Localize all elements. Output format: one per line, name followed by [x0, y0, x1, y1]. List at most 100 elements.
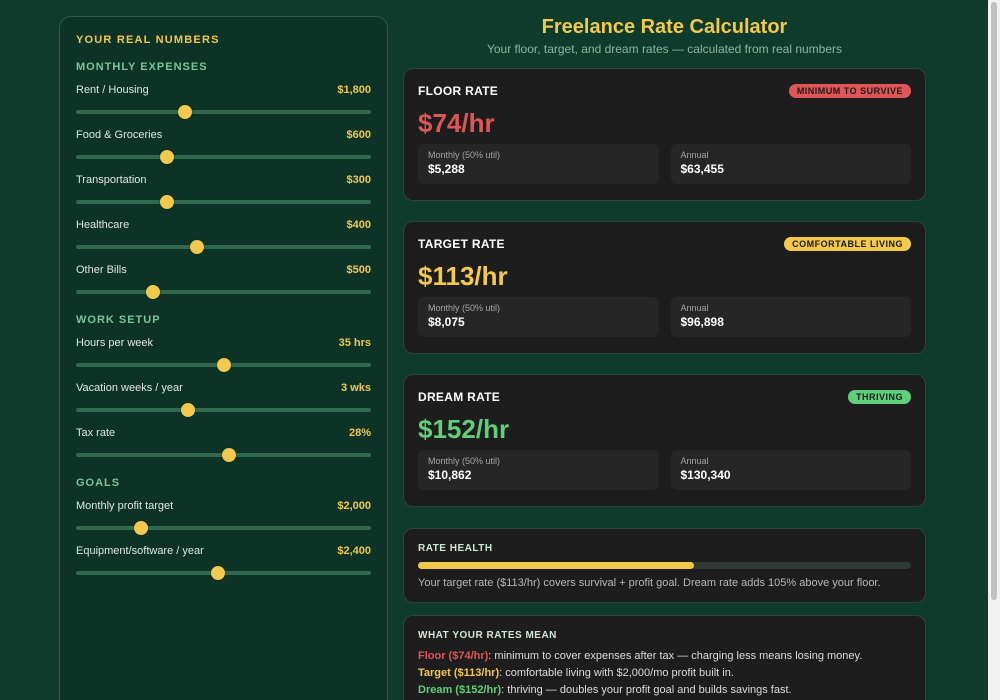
slider-label: Hours per week: [76, 336, 154, 349]
slider-thumb[interactable]: [160, 150, 175, 164]
slider-row: Healthcare $400: [76, 218, 371, 254]
rate-card-title: FLOOR RATE: [418, 84, 499, 98]
slider-thumb[interactable]: [189, 240, 204, 254]
slider-label: Food & Groceries: [76, 128, 163, 141]
meaning-key: Dream ($152/hr): [418, 684, 502, 696]
slider-thumb[interactable]: [210, 566, 225, 580]
monthly-label: Monthly (50% util): [428, 150, 501, 160]
slider-header: Equipment/software / year $2,400: [76, 544, 371, 557]
annual-value: $63,455: [680, 162, 724, 176]
meaning-key: Target ($113/hr): [418, 667, 500, 679]
rate-health-fill: [418, 562, 695, 569]
settings-panel: YOUR REAL NUMBERS MONTHLY EXPENSES Rent /…: [59, 16, 388, 700]
slider-header: Transportation $300: [76, 173, 371, 186]
slider-row: Tax rate 28%: [76, 426, 371, 462]
slider-value: $1,800: [337, 83, 371, 96]
slider-header: Other Bills $500: [76, 263, 371, 276]
slider-value: $300: [346, 173, 371, 186]
card-header: TARGET RATE COMFORTABLE LIVING: [418, 236, 911, 252]
monthly-stat: Monthly (50% util) $8,075: [418, 297, 659, 337]
slider-track[interactable]: [76, 240, 371, 254]
panel-title: YOUR REAL NUMBERS: [76, 34, 220, 46]
slider-row: Monthly profit target $2,000: [76, 499, 371, 535]
annual-value: $96,898: [680, 315, 724, 329]
rate-health-bar: [418, 562, 911, 569]
meaning-text: : minimum to cover expenses after tax — …: [488, 650, 863, 662]
slider-row: Other Bills $500: [76, 263, 371, 299]
monthly-value: $10,862: [428, 468, 472, 482]
slider-thumb[interactable]: [181, 403, 196, 417]
slider-thumb[interactable]: [133, 521, 148, 535]
rate-card: FLOOR RATE MINIMUM TO SURVIVE $74/hr Monthl…: [403, 68, 926, 201]
monthly-value: $8,075: [428, 315, 465, 329]
slider-row: Rent / Housing $1,800: [76, 83, 371, 119]
rate-value: $74/hr: [418, 108, 495, 138]
slider-header: Vacation weeks / year 3 wks: [76, 381, 371, 394]
slider-thumb[interactable]: [160, 195, 175, 209]
slider-track[interactable]: [76, 521, 371, 535]
slider-thumb[interactable]: [178, 105, 193, 119]
meaning-line: Floor ($74/hr): minimum to cover expense…: [418, 650, 911, 662]
settings-sections: MONTHLY EXPENSES Rent / Housing $1,800 Food…: [76, 61, 371, 580]
rate-health-title: RATE HEALTH: [418, 543, 493, 554]
slider-value: 28%: [348, 426, 371, 439]
annual-value: $130,340: [680, 468, 731, 482]
slider-track[interactable]: [76, 448, 371, 462]
card-header: FLOOR RATE MINIMUM TO SURVIVE: [418, 83, 911, 99]
meaning-line: Target ($113/hr): comfortable living wit…: [418, 667, 911, 679]
slider-thumb[interactable]: [222, 448, 237, 462]
slider-value: 35 hrs: [338, 336, 371, 349]
slider-header: Healthcare $400: [76, 218, 371, 231]
rate-stats: Monthly (50% util) $8,075 Annual $96,898: [418, 297, 911, 337]
meaning-line: Dream ($152/hr): thriving — doubles your…: [418, 684, 911, 696]
slider-track[interactable]: [76, 403, 371, 417]
slider-value: $400: [346, 218, 371, 231]
section-title: WORK SETUP: [76, 314, 161, 326]
page-subtitle: Your floor, target, and dream rates — ca…: [486, 42, 843, 56]
rate-health-text: Your target rate ($113/hr) covers surviv…: [418, 577, 881, 589]
rate-meaning-list: Floor ($74/hr): minimum to cover expense…: [418, 650, 911, 696]
rate-stats: Monthly (50% util) $10,862 Annual $130,340: [418, 450, 911, 490]
slider-track[interactable]: [76, 358, 371, 372]
rate-card-title: TARGET RATE: [418, 237, 505, 251]
page-header: Freelance Rate Calculator Your floor, ta…: [403, 16, 926, 56]
card-header: DREAM RATE THRIVING: [418, 389, 911, 405]
slider-thumb[interactable]: [145, 285, 160, 299]
scrollbar-thumb[interactable]: [991, 2, 997, 600]
page-scrollbar[interactable]: [988, 0, 1000, 700]
meaning-text: : comfortable living with $2,000/mo prof…: [499, 667, 734, 679]
slider-label: Equipment/software / year: [76, 544, 204, 557]
slider-row: Hours per week 35 hrs: [76, 336, 371, 372]
rate-stats: Monthly (50% util) $5,288 Annual $63,455: [418, 144, 911, 184]
meaning-key: Floor ($74/hr): [418, 650, 489, 662]
section-title: GOALS: [76, 477, 121, 489]
slider-row: Equipment/software / year $2,400: [76, 544, 371, 580]
slider-label: Healthcare: [76, 218, 130, 231]
slider-header: Hours per week 35 hrs: [76, 336, 371, 349]
monthly-label: Monthly (50% util): [428, 303, 501, 313]
slider-header: Rent / Housing $1,800: [76, 83, 371, 96]
monthly-stat: Monthly (50% util) $10,862: [418, 450, 659, 490]
slider-label: Monthly profit target: [76, 499, 174, 512]
slider-track[interactable]: [76, 105, 371, 119]
slider-track[interactable]: [76, 150, 371, 164]
status-badge: THRIVING: [847, 390, 911, 404]
rate-card: DREAM RATE THRIVING $152/hr Monthly (50% ut…: [403, 374, 926, 507]
rate-value: $152/hr: [418, 414, 510, 444]
slider-value: $600: [346, 128, 371, 141]
slider-track[interactable]: [76, 285, 371, 299]
slider-label: Rent / Housing: [76, 83, 149, 96]
slider-row: Vacation weeks / year 3 wks: [76, 381, 371, 417]
slider-label: Transportation: [76, 173, 147, 186]
slider-track[interactable]: [76, 566, 371, 580]
slider-header: Tax rate 28%: [76, 426, 371, 439]
slider-label: Tax rate: [76, 426, 116, 439]
slider-label: Vacation weeks / year: [76, 381, 183, 394]
annual-stat: Annual $63,455: [670, 144, 911, 184]
slider-track[interactable]: [76, 195, 371, 209]
monthly-label: Monthly (50% util): [428, 456, 501, 466]
rate-health-card: RATE HEALTH Your target rate ($113/hr) c…: [403, 528, 926, 603]
slider-value: $2,400: [337, 544, 371, 557]
annual-label: Annual: [680, 303, 709, 313]
slider-thumb[interactable]: [216, 358, 231, 372]
